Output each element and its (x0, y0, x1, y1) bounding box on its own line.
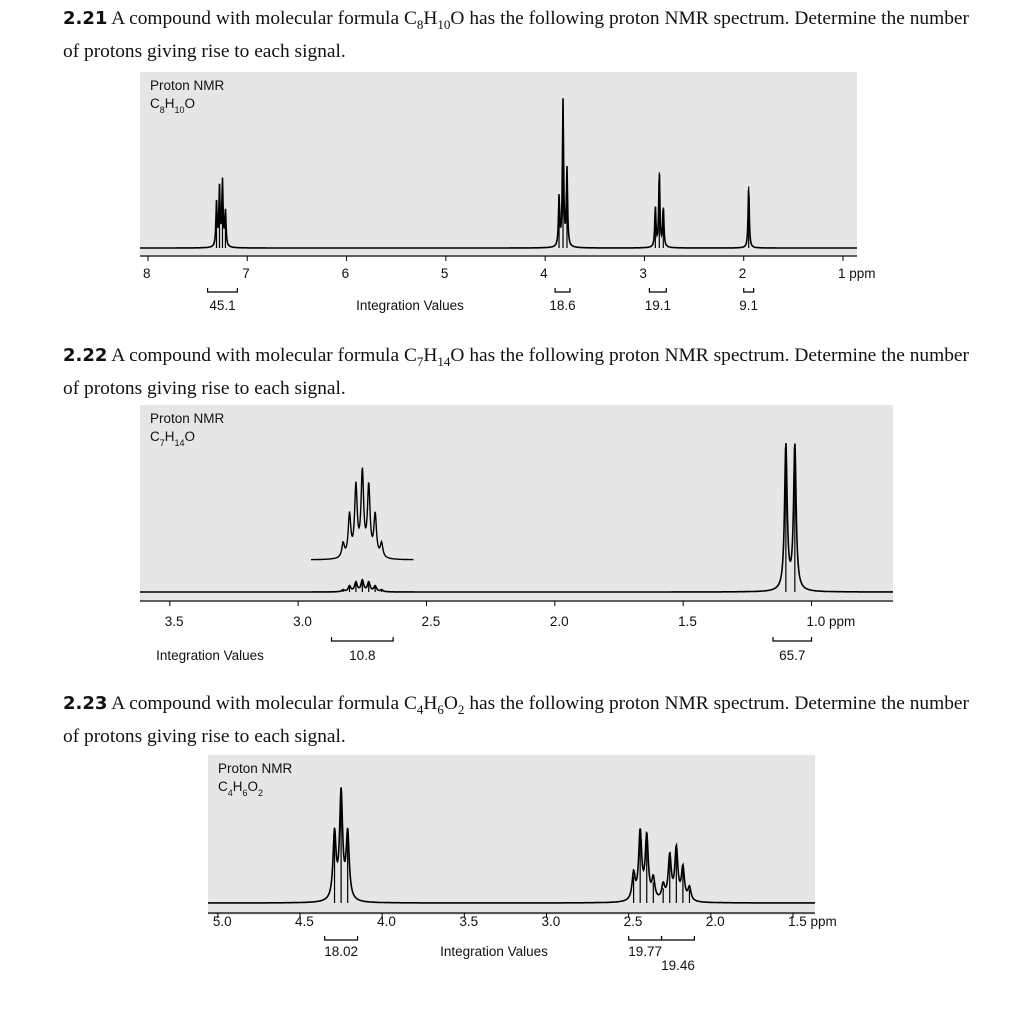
tick-label: 4.5 (295, 914, 314, 929)
integral-bracket (772, 637, 813, 642)
tick-label: 4.0 (377, 914, 396, 929)
spectrum-panel (140, 405, 893, 600)
text: A compound with molecular formula (111, 693, 400, 714)
integral-bracket (628, 936, 663, 941)
tick-label: 2.5 (421, 614, 440, 629)
integral-value: 45.1 (209, 298, 235, 313)
text: has the following proton NMR spectrum. D… (63, 8, 969, 62)
tick-label: 2.0 (550, 614, 569, 629)
integration-label: Integration Values (156, 648, 264, 663)
tick-label: 1.5 ppm (788, 914, 837, 929)
formula: C4H6O2 (403, 693, 465, 717)
integral-value: 19.1 (645, 298, 671, 313)
integral-value: 19.77 (628, 944, 662, 959)
tick-label: 6 (342, 266, 350, 281)
tick-label: 7 (242, 266, 250, 281)
text: A compound with molecular formula (111, 8, 400, 29)
integral-value: 18.02 (324, 944, 358, 959)
tick-label: 3.0 (293, 614, 312, 629)
problem-text: 2.23 A compound with molecular formula C… (63, 690, 969, 750)
integral-bracket (554, 288, 571, 293)
integral-bracket (648, 288, 667, 293)
integral-bracket (743, 288, 755, 293)
inset-trace (311, 467, 414, 561)
text: A compound with molecular formula (111, 345, 400, 366)
text: has the following proton NMR spectrum. D… (63, 345, 969, 399)
tick-label: 2.5 (624, 914, 643, 929)
problem-number: 2.21 (63, 8, 108, 29)
spectrum-label: Proton NMR (150, 411, 225, 426)
spectrum-formula: C4H6O2 (218, 779, 263, 798)
spectrum-panel (140, 72, 857, 255)
tick-label: 1.5 (678, 614, 697, 629)
problem-text: 2.21 A compound with molecular formula C… (63, 5, 969, 65)
tick-label: 3.5 (459, 914, 478, 929)
tick-label: 1 ppm (838, 266, 876, 281)
integral-bracket (660, 936, 695, 941)
integral-value: 9.1 (739, 298, 758, 313)
spectrum-label: Proton NMR (218, 761, 293, 776)
tick-label: 2 (739, 266, 747, 281)
tick-label: 5.0 (213, 914, 232, 929)
problem-text: 2.22 A compound with molecular formula C… (63, 342, 969, 402)
tick-label: 4 (540, 266, 548, 281)
spectrum-trace (207, 787, 816, 904)
spectrum-formula: C7H14O (150, 429, 195, 448)
tick-label: 8 (143, 266, 151, 281)
problem-number: 2.22 (63, 345, 108, 366)
problem-number: 2.23 (63, 693, 108, 714)
integration-label: Integration Values (356, 298, 464, 313)
text: has the following proton NMR spectrum. D… (63, 693, 969, 747)
tick-label: 1.0 ppm (807, 614, 856, 629)
formula: C8H10O (403, 8, 465, 32)
integral-value: 19.46 (661, 958, 695, 973)
spectrum-formula: C8H10O (150, 96, 195, 115)
integral-bracket (206, 288, 238, 293)
tick-label: 2.0 (706, 914, 725, 929)
integral-bracket (330, 637, 394, 642)
tick-label: 5 (441, 266, 449, 281)
integral-value: 10.8 (349, 648, 375, 663)
spectrum-panel (208, 755, 815, 915)
integral-bracket (324, 936, 359, 941)
spectrum-label: Proton NMR (150, 78, 225, 93)
tick-label: 3.0 (542, 914, 561, 929)
tick-label: 3.5 (165, 614, 184, 629)
tick-label: 3 (639, 266, 647, 281)
formula: C7H14O (403, 345, 465, 369)
integral-value: 18.6 (549, 298, 575, 313)
integration-label: Integration Values (440, 944, 548, 959)
spectrum-trace (140, 443, 893, 593)
spectrum-trace (140, 98, 857, 249)
integral-value: 65.7 (779, 648, 805, 663)
